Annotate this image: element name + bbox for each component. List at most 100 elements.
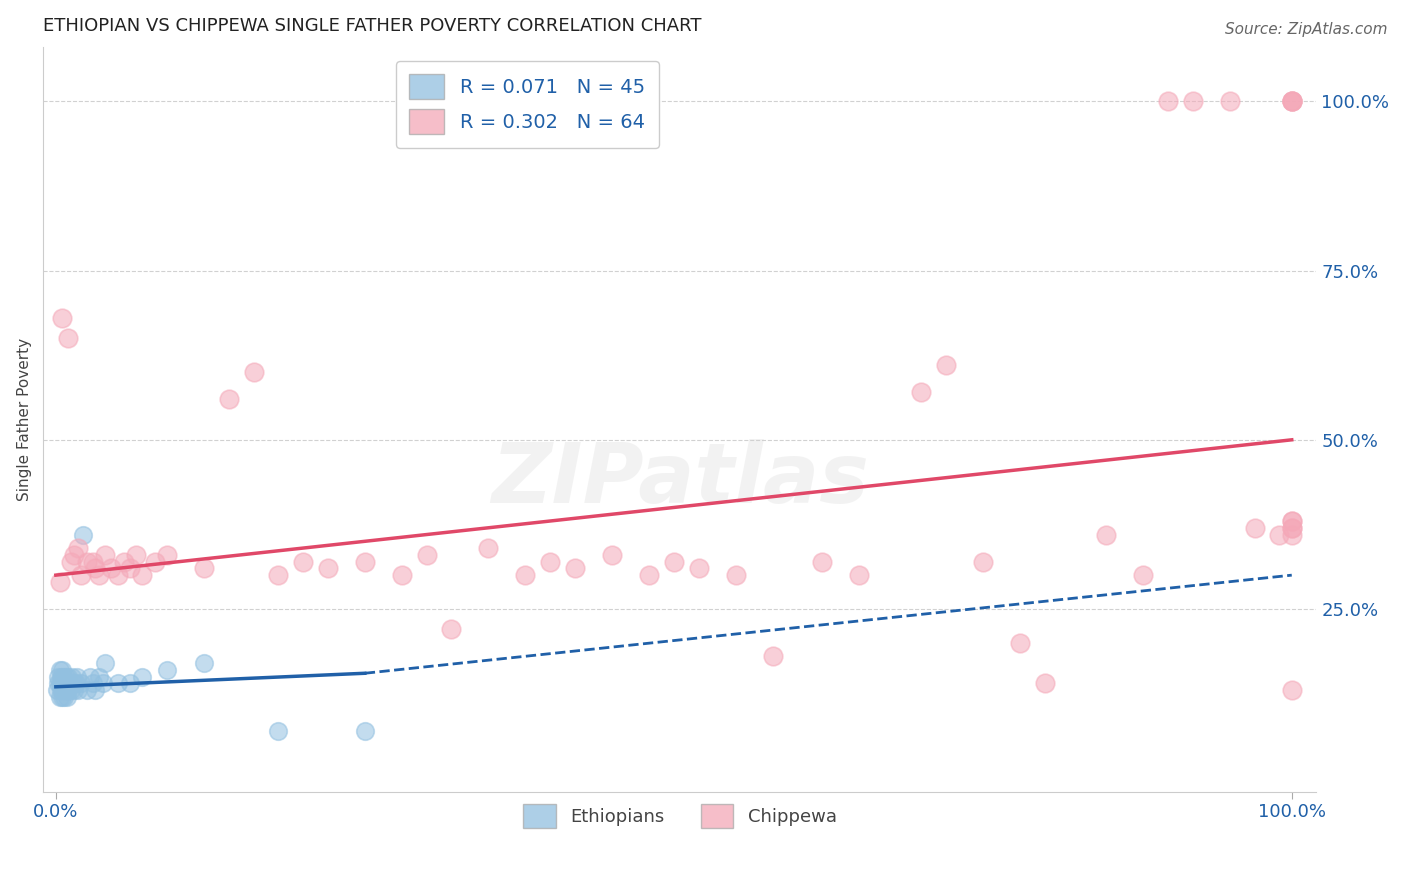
Point: [76, 683, 98, 698]
Point: [118, 561, 141, 575]
Point: [477, 541, 499, 555]
Point: [52, 683, 75, 698]
Point: [1243, 521, 1265, 535]
Text: ETHIOPIAN VS CHIPPEWA SINGLE FATHER POVERTY CORRELATION CHART: ETHIOPIAN VS CHIPPEWA SINGLE FATHER POVE…: [44, 17, 702, 35]
Point: [910, 385, 932, 400]
Point: [1132, 568, 1154, 582]
Point: [46, 683, 69, 698]
Point: [1281, 95, 1303, 109]
Point: [391, 568, 413, 582]
Point: [56, 690, 79, 704]
Point: [46, 670, 69, 684]
Point: [82, 676, 104, 690]
Point: [53, 676, 76, 690]
Point: [79, 670, 101, 684]
Point: [538, 555, 561, 569]
Point: [94, 548, 117, 562]
Point: [46, 676, 69, 690]
Point: [60, 670, 83, 684]
Point: [48, 676, 70, 690]
Point: [59, 683, 82, 698]
Point: [1281, 521, 1303, 535]
Point: [1281, 527, 1303, 541]
Point: [67, 683, 90, 698]
Point: [48, 574, 70, 589]
Point: [143, 555, 166, 569]
Point: [87, 670, 110, 684]
Point: [107, 568, 129, 582]
Point: [1281, 95, 1303, 109]
Point: [1281, 521, 1303, 535]
Point: [69, 568, 91, 582]
Text: Source: ZipAtlas.com: Source: ZipAtlas.com: [1225, 22, 1388, 37]
Point: [58, 676, 80, 690]
Point: [49, 670, 72, 684]
Point: [55, 670, 77, 684]
Point: [935, 359, 957, 373]
Point: [156, 663, 179, 677]
Point: [94, 656, 117, 670]
Point: [440, 622, 463, 636]
Point: [218, 392, 240, 407]
Point: [67, 541, 90, 555]
Point: [56, 331, 79, 345]
Text: ZIPatlas: ZIPatlas: [491, 439, 869, 519]
Point: [56, 670, 79, 684]
Point: [1008, 636, 1031, 650]
Point: [515, 568, 537, 582]
Point: [1268, 527, 1291, 541]
Point: [51, 690, 73, 704]
Point: [1033, 676, 1056, 690]
Point: [84, 561, 107, 575]
Point: [1281, 95, 1303, 109]
Point: [51, 311, 73, 326]
Point: [76, 555, 98, 569]
Point: [131, 670, 153, 684]
Point: [112, 555, 135, 569]
Point: [267, 723, 290, 738]
Point: [52, 670, 75, 684]
Point: [156, 548, 179, 562]
Point: [415, 548, 437, 562]
Point: [91, 676, 114, 690]
Point: [1219, 95, 1241, 109]
Point: [100, 561, 122, 575]
Point: [193, 561, 215, 575]
Point: [292, 555, 315, 569]
Point: [72, 527, 94, 541]
Point: [56, 676, 79, 690]
Point: [972, 555, 994, 569]
Point: [811, 555, 834, 569]
Point: [242, 365, 264, 379]
Point: [69, 676, 91, 690]
Point: [55, 683, 77, 698]
Point: [1095, 527, 1118, 541]
Point: [1281, 95, 1303, 109]
Point: [56, 683, 79, 698]
Point: [662, 555, 685, 569]
Point: [48, 690, 70, 704]
Point: [62, 676, 84, 690]
Point: [118, 676, 141, 690]
Point: [63, 548, 86, 562]
Point: [193, 656, 215, 670]
Point: [51, 676, 73, 690]
Point: [1181, 95, 1204, 109]
Point: [1157, 95, 1180, 109]
Y-axis label: Single Father Poverty: Single Father Poverty: [17, 338, 32, 501]
Point: [125, 548, 148, 562]
Point: [267, 568, 290, 582]
Point: [48, 663, 70, 677]
Point: [564, 561, 586, 575]
Point: [1281, 514, 1303, 528]
Point: [107, 676, 129, 690]
Point: [762, 649, 785, 664]
Point: [1281, 683, 1303, 698]
Point: [59, 555, 82, 569]
Point: [1281, 514, 1303, 528]
Point: [353, 555, 375, 569]
Point: [848, 568, 870, 582]
Point: [688, 561, 710, 575]
Point: [131, 568, 153, 582]
Point: [49, 683, 72, 698]
